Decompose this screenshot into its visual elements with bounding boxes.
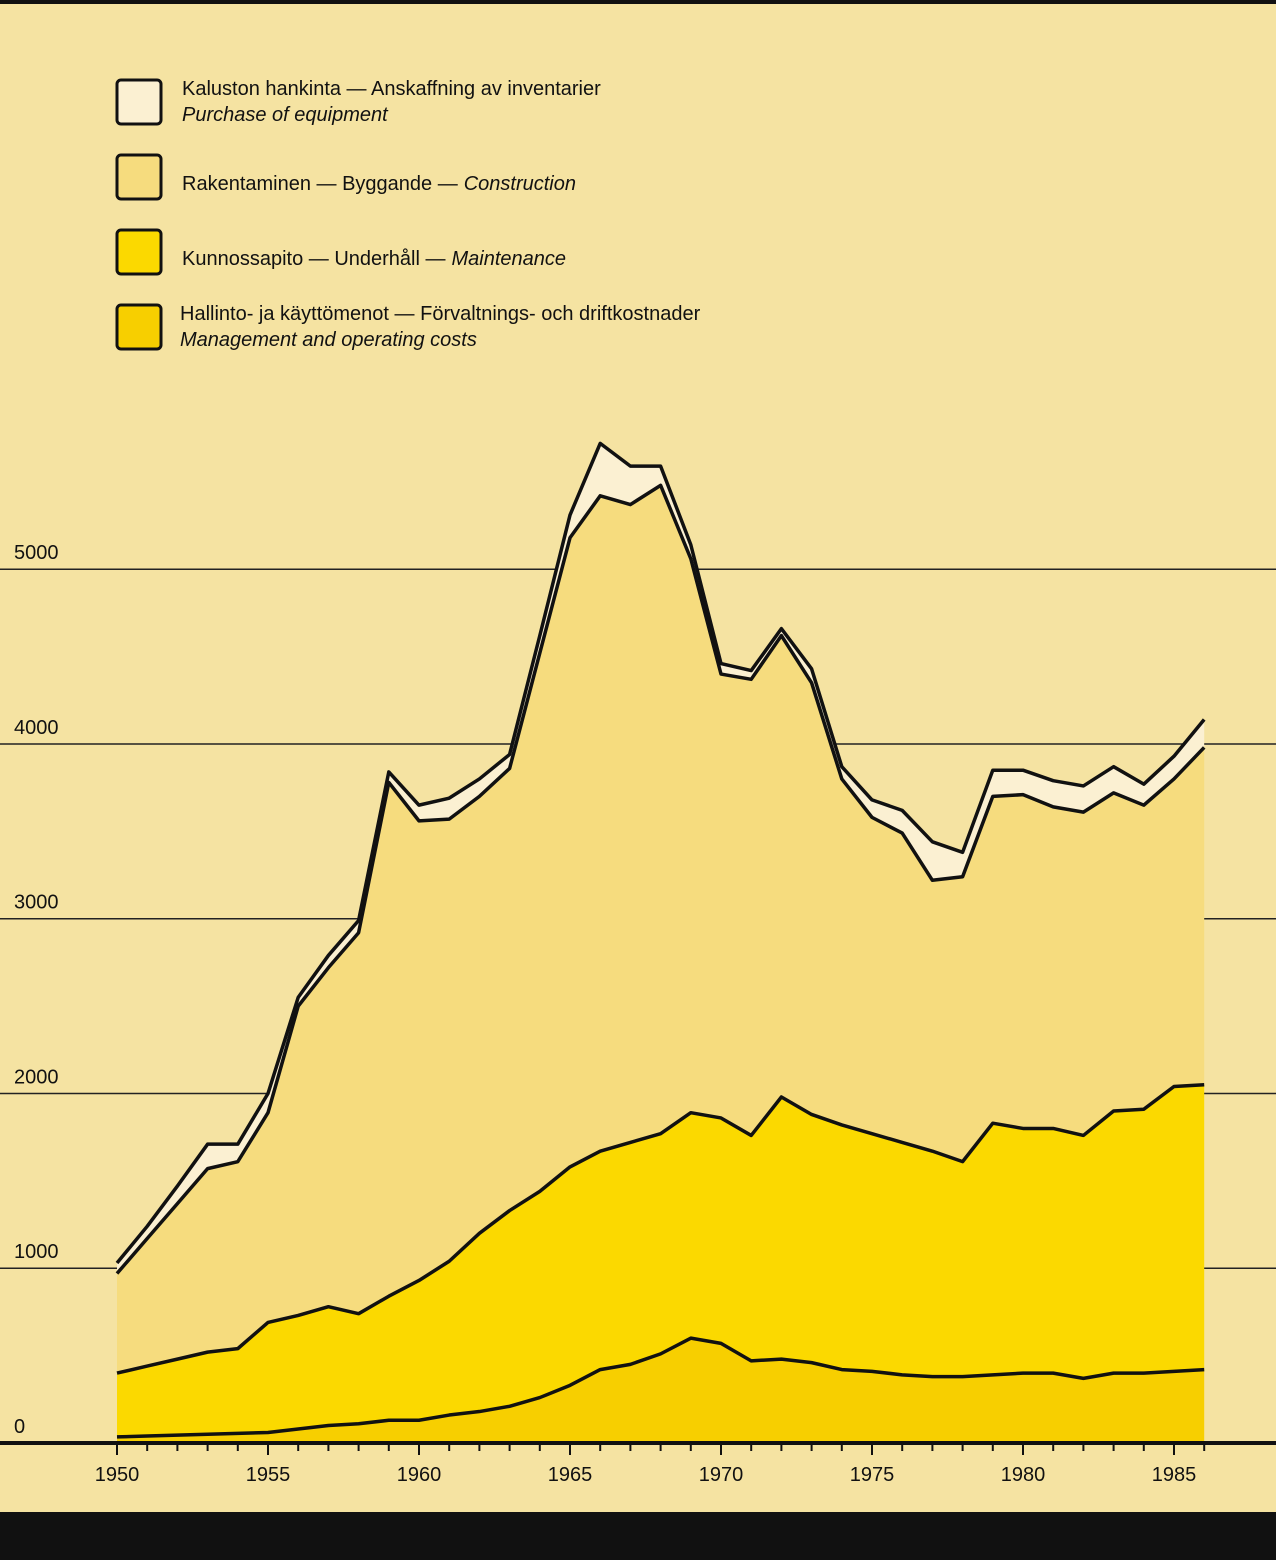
legend-label: Kaluston hankinta — Anskaffning av inven… <box>182 78 601 100</box>
y-tick-label: 0 <box>14 1416 25 1438</box>
y-tick-label: 2000 <box>14 1066 59 1088</box>
area <box>117 1084 1205 1437</box>
y-tick-label: 3000 <box>14 892 59 914</box>
legend-swatch <box>115 153 163 201</box>
area <box>117 485 1205 1374</box>
x-tick-label: 1955 <box>246 1464 291 1486</box>
area-outline <box>116 1336 1205 1439</box>
x-tick-label: 1950 <box>95 1464 140 1486</box>
legend-swatch <box>115 303 163 351</box>
y-tick-label: 1000 <box>14 1241 59 1263</box>
legend-swatch <box>115 78 163 126</box>
legend: Kaluston hankinta — Anskaffning av inven… <box>115 78 701 351</box>
area-outline <box>116 1083 1205 1375</box>
area-outline <box>115 483 1206 1275</box>
x-tick-label: 1975 <box>850 1464 895 1486</box>
legend-label-en: Purchase of equipment <box>182 104 389 126</box>
x-tick-label: 1960 <box>397 1464 442 1486</box>
x-tick-label: 1970 <box>699 1464 744 1486</box>
legend-label: Hallinto- ja käyttömenot — Förvaltnings-… <box>180 303 701 325</box>
legend-label-en: Management and operating costs <box>180 329 477 351</box>
x-tick-label: 1980 <box>1001 1464 1046 1486</box>
area-outline <box>115 441 1206 1265</box>
legend-label-main: Rakentaminen — Byggande — <box>182 173 458 195</box>
legend-label-en: Maintenance <box>451 248 566 270</box>
plot: 0 1000 2000 3000 4000 5000 1950 1955 1960 1965 197… <box>0 441 1276 1486</box>
x-tick-label: 1985 <box>1152 1464 1197 1486</box>
bottom-band <box>0 1512 1276 1560</box>
top-border <box>0 0 1276 4</box>
x-tick-label: 1965 <box>548 1464 593 1486</box>
area <box>117 1338 1205 1443</box>
legend-label-main: Kunnossapito — Underhåll — <box>182 248 445 270</box>
y-tick-label: 5000 <box>14 542 59 564</box>
legend-label: Rakentaminen — Byggande — Construction <box>182 173 576 195</box>
legend-label-en: Construction <box>464 173 576 195</box>
legend-label: Kunnossapito — Underhåll — Maintenance <box>182 248 566 270</box>
legend-swatch <box>115 228 163 276</box>
y-tick-label: 4000 <box>14 717 59 739</box>
